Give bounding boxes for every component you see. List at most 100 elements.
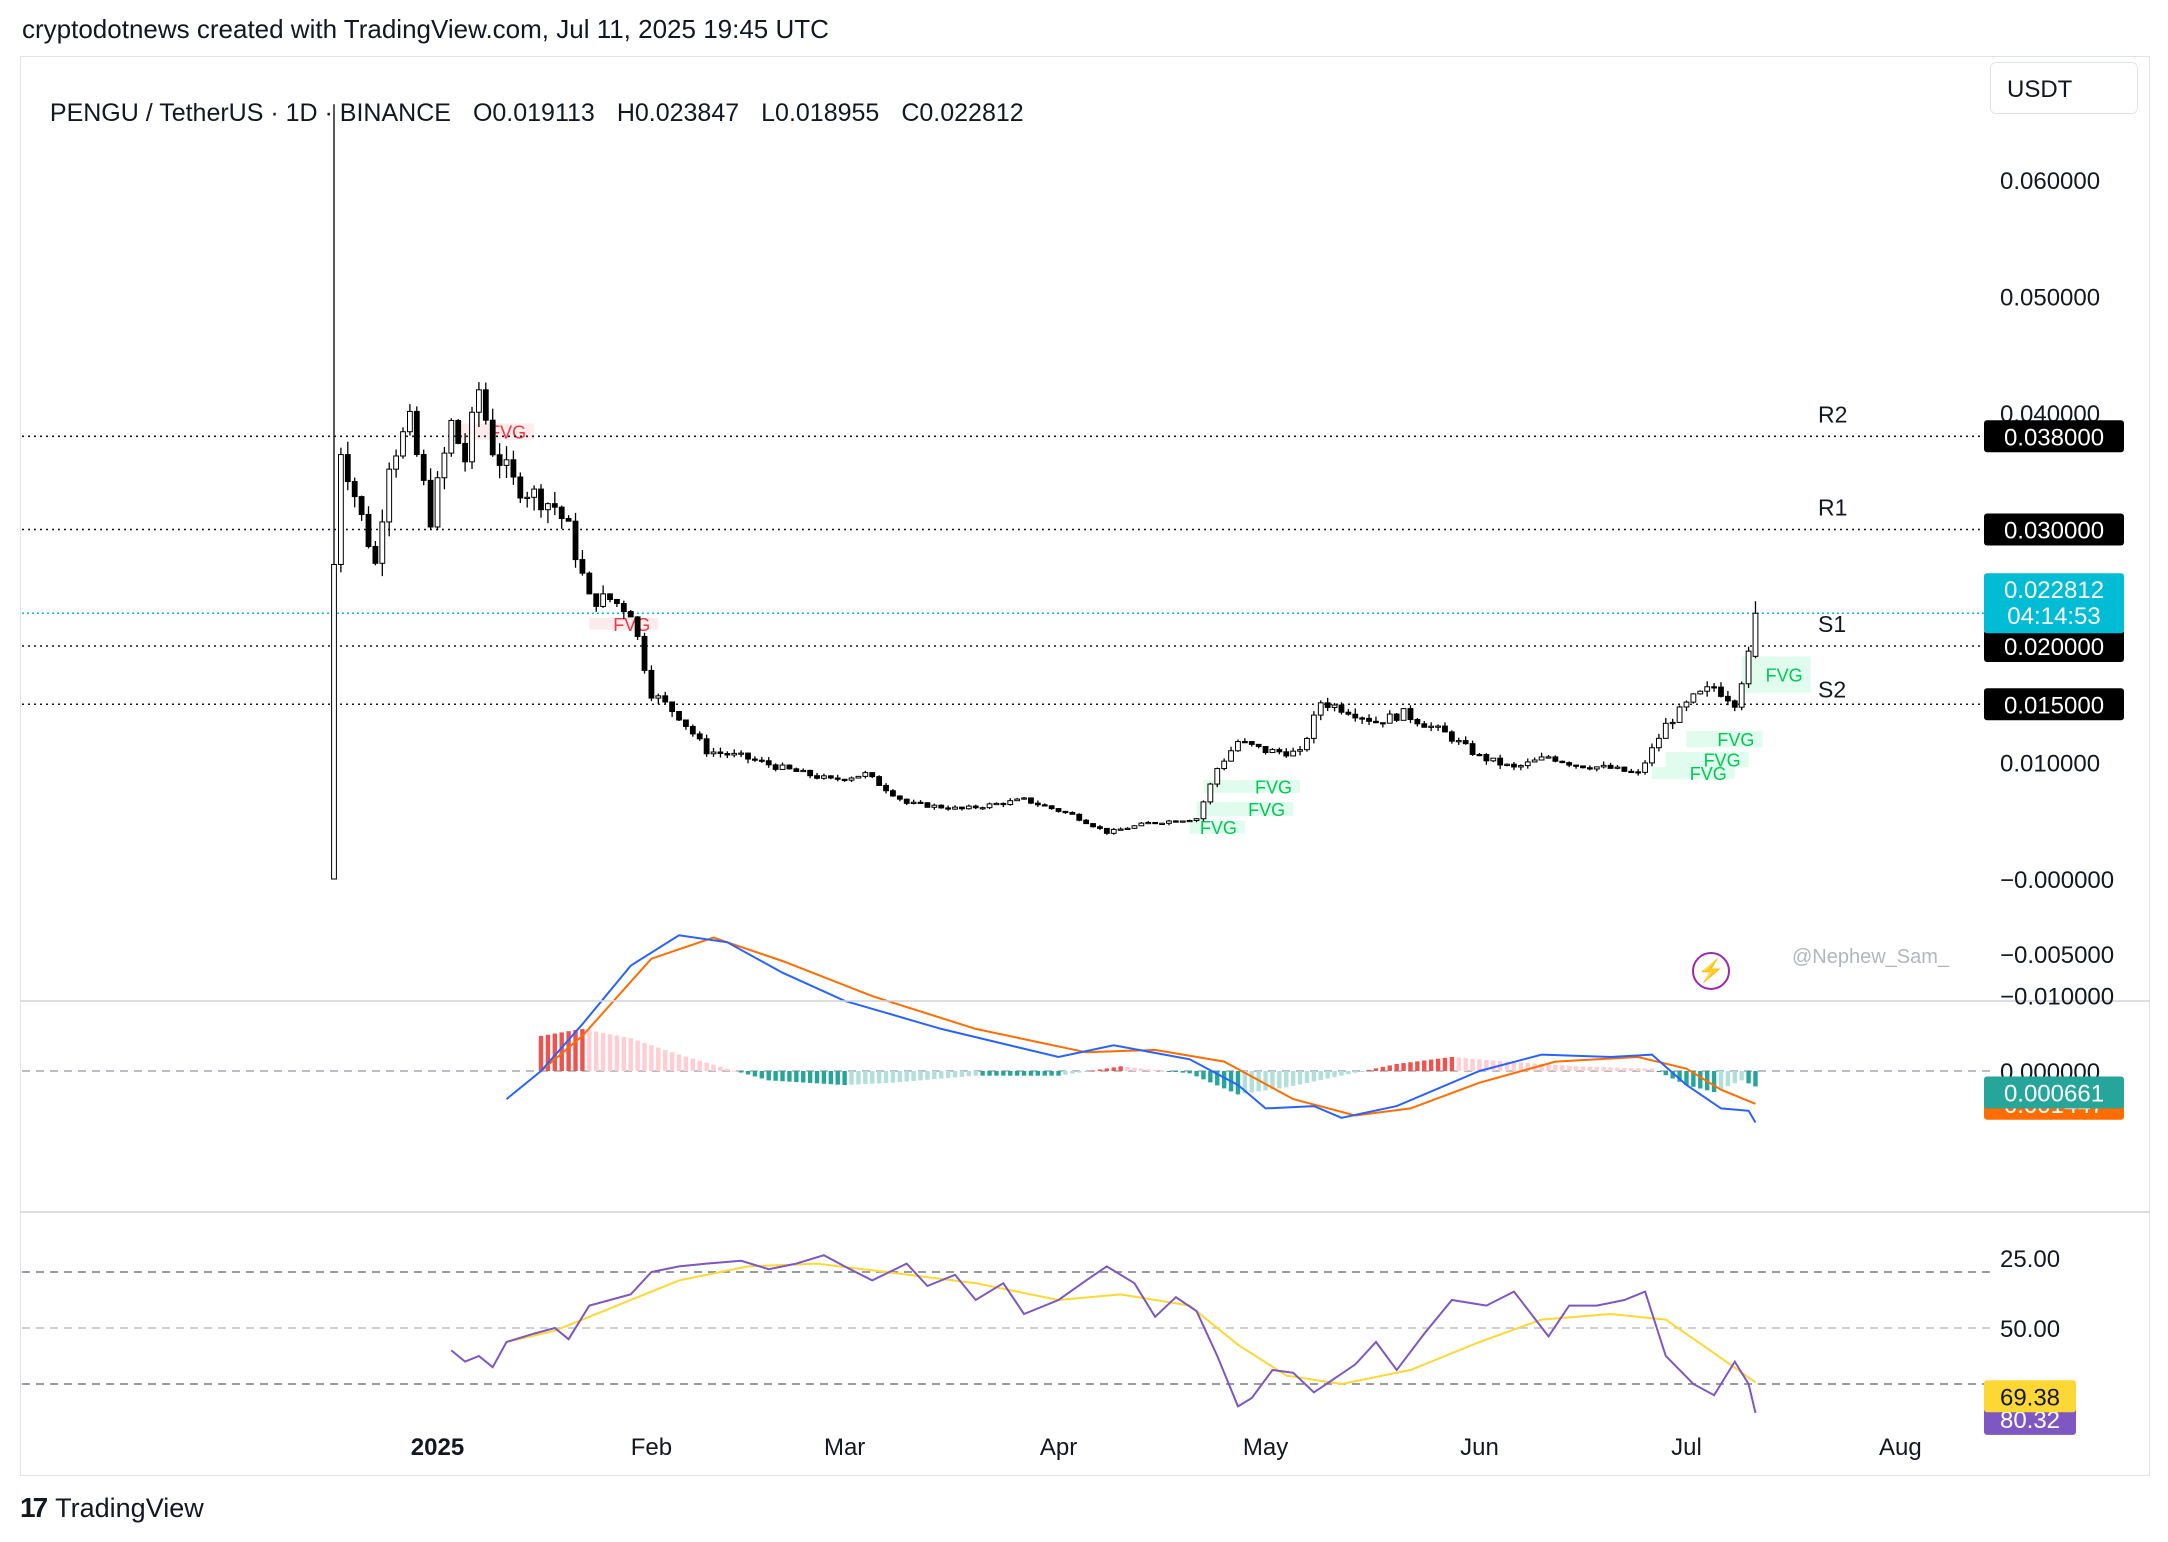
macd-histogram-bar (1629, 1068, 1634, 1071)
macd-histogram-bar (959, 1071, 965, 1077)
price-axis-label: 0.010000 (2000, 751, 2100, 778)
candle-body (1718, 686, 1724, 697)
candle-body (869, 772, 876, 778)
candle-body (572, 520, 579, 561)
candle-body (1034, 802, 1041, 806)
candle-body (1428, 725, 1435, 728)
macd-histogram-bar (1491, 1060, 1496, 1071)
macd-hist-tag-text: 0.000661 (2004, 1080, 2104, 1107)
candle-body (814, 775, 820, 779)
candle-body (1607, 764, 1614, 769)
candle-body (1276, 749, 1283, 753)
candle-body (1497, 757, 1504, 766)
fvg-zone (589, 618, 659, 630)
candle-body (469, 411, 475, 463)
macd-histogram-bar (994, 1071, 999, 1076)
macd-histogram-bar (1456, 1057, 1461, 1071)
symbol-name[interactable]: PENGU / TetherUS · 1D · BINANCE (49, 99, 451, 127)
candle-body (1007, 800, 1014, 806)
macd-histogram-bar (1449, 1056, 1455, 1071)
candle-body (903, 798, 910, 804)
candle-body (1345, 711, 1352, 715)
level-tag-s2-text: 0.015000 (2004, 692, 2104, 719)
macd-histogram-bar (1635, 1068, 1641, 1071)
fvg-zone (1189, 820, 1245, 834)
macd-histogram-bar (1435, 1058, 1441, 1071)
macd-histogram-bar (870, 1071, 875, 1084)
macd-histogram-bar (966, 1071, 972, 1077)
macd-histogram-bar (1484, 1059, 1489, 1071)
candle-body (1097, 826, 1103, 829)
macd-histogram-bar (697, 1060, 702, 1071)
candle-body (379, 521, 386, 564)
macd-histogram-bar (711, 1064, 716, 1071)
candle-body (931, 804, 938, 808)
currency-selector[interactable]: USDT (1990, 62, 2138, 114)
symbol-legend[interactable]: PENGU / TetherUS · 1D · BINANCE O0.019113… (36, 70, 1046, 128)
candle-body (1393, 713, 1400, 721)
macd-histogram-bar (1732, 1071, 1737, 1084)
fvg-label: FVG (1704, 751, 1741, 771)
candle-body (1186, 819, 1193, 823)
candle-body (1711, 686, 1717, 689)
macd-histogram-bar (566, 1031, 571, 1071)
macd-histogram-bar (1008, 1071, 1013, 1076)
candle-body (1262, 746, 1269, 754)
macd-histogram-bar (1263, 1071, 1268, 1091)
candle-body (1248, 741, 1255, 745)
time-axis-label: 2025 (411, 1434, 464, 1461)
level-tag-r1-text: 0.030000 (2004, 518, 2104, 545)
candle-body (413, 410, 420, 456)
candle-body (1731, 700, 1738, 708)
macd-histogram-bar (807, 1071, 813, 1083)
last-price-tag-text: 04:14:53 (2007, 603, 2100, 630)
macd-histogram-bar (1353, 1071, 1358, 1073)
price-axis-label: 0.050000 (2000, 285, 2100, 312)
candle-body (1669, 721, 1676, 725)
macd-histogram-bar (1311, 1071, 1317, 1082)
candle-body (1304, 737, 1310, 751)
candle-body (993, 802, 1000, 806)
macd-histogram-bar (1332, 1071, 1337, 1078)
macd-histogram-bar (1083, 1071, 1089, 1072)
macd-histogram-bar (1380, 1066, 1386, 1071)
candle-body (910, 801, 917, 804)
candle-body (862, 772, 869, 777)
candle-body (952, 806, 958, 810)
candle-body (703, 738, 710, 755)
macd-line (505, 934, 1757, 1124)
macd-histogram-bar (1139, 1068, 1144, 1071)
macd-histogram-bar (1394, 1063, 1399, 1071)
candle-body (400, 431, 406, 457)
candle-body (1421, 723, 1428, 728)
tradingview-logo[interactable]: 17 TradingView (20, 1492, 204, 1524)
candle-body (386, 468, 393, 523)
rsi-axis-label: 50.00 (2000, 1316, 2060, 1343)
candle-body (696, 733, 703, 740)
macd-histogram-bar (718, 1066, 723, 1071)
macd-histogram-bar (1387, 1065, 1392, 1071)
candle-body (393, 455, 400, 470)
level-tag-r2-text: 0.038000 (2004, 424, 2104, 451)
time-axis-label: Aug (1879, 1434, 1922, 1461)
macd-histogram-bar (1601, 1067, 1606, 1071)
candle-body (1531, 759, 1538, 763)
candle-body (593, 593, 600, 607)
macd-histogram-bar (759, 1071, 765, 1079)
macd-histogram-bar (897, 1071, 903, 1083)
macd-axis-label: −0.005000 (2000, 942, 2114, 969)
macd-histogram-bar (1339, 1071, 1344, 1076)
candle-body (786, 764, 793, 770)
macd-histogram-bar (621, 1036, 627, 1071)
bolt-icon[interactable]: ⚡ (1692, 952, 1730, 990)
macd-histogram-bar (1304, 1071, 1310, 1083)
macd-histogram-bar (814, 1071, 820, 1084)
time-axis-label: Jun (1460, 1434, 1499, 1461)
rsi-line (450, 1254, 1757, 1414)
macd-histogram-bar (794, 1071, 799, 1083)
candle-body (524, 496, 531, 500)
macd-histogram-bar (1166, 1071, 1172, 1072)
candle-body (1041, 804, 1048, 807)
